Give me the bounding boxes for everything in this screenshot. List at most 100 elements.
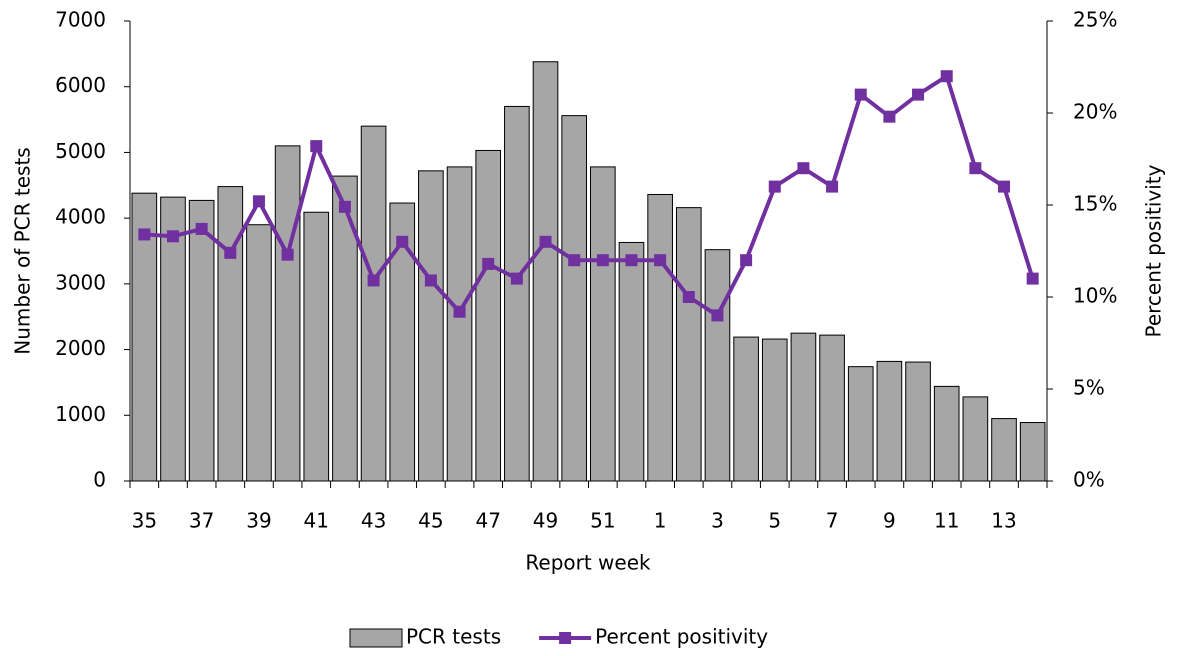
x-tick-label: 9 — [883, 509, 896, 533]
y-tick-label: 5000 — [55, 139, 106, 163]
bar — [360, 125, 387, 482]
bar — [618, 241, 645, 482]
legend-label: PCR tests — [406, 625, 501, 649]
x-tick-label: 45 — [418, 509, 443, 533]
bar — [675, 207, 702, 482]
marker — [367, 274, 380, 287]
marker — [711, 309, 724, 322]
marker — [1026, 272, 1039, 285]
marker — [453, 305, 466, 318]
marker — [281, 248, 294, 261]
bar — [761, 338, 788, 482]
bar — [647, 193, 673, 482]
x-tick-label: 5 — [768, 509, 781, 533]
bar — [876, 360, 903, 482]
marker — [424, 274, 437, 287]
x-tick-label: 1 — [654, 509, 667, 533]
marker — [166, 230, 179, 243]
marker — [396, 235, 409, 248]
x-tick-label: 41 — [304, 509, 329, 533]
x-tick-label: 43 — [361, 509, 386, 533]
x-tick-label: 7 — [826, 509, 839, 533]
y-tick-label: 7000 — [55, 8, 106, 32]
marker — [797, 162, 810, 175]
bar — [561, 115, 587, 482]
bar — [188, 199, 215, 482]
y-tick-label: 3000 — [55, 270, 106, 294]
marker — [654, 254, 667, 267]
marker — [768, 180, 781, 193]
x-tick-label: 37 — [189, 509, 214, 533]
marker — [625, 254, 638, 267]
x-axis-title: Report week — [525, 551, 651, 575]
marker — [740, 254, 753, 267]
bar — [504, 105, 530, 482]
marker — [596, 254, 609, 267]
x-tick-label: 49 — [533, 509, 558, 533]
marker — [539, 235, 552, 248]
marker — [682, 291, 695, 303]
marker — [883, 110, 896, 123]
bar — [332, 175, 358, 482]
bar — [274, 145, 301, 482]
y-tick-label: 1000 — [55, 402, 106, 426]
bar — [303, 211, 330, 482]
x-tick-label: 51 — [590, 509, 615, 533]
bar — [131, 192, 158, 482]
y-tick-label: 4000 — [55, 205, 106, 229]
bar — [446, 166, 473, 482]
bar — [532, 61, 559, 482]
bar — [819, 334, 845, 482]
y2-axis-title: Percent positivity — [1142, 164, 1166, 337]
y2-tick-label: 5% — [1073, 376, 1105, 400]
bar — [847, 366, 874, 482]
bar — [590, 166, 616, 482]
y2-tick-label: 20% — [1073, 100, 1117, 124]
bar — [905, 361, 931, 482]
x-tick-label: 3 — [711, 509, 724, 533]
marker — [854, 88, 867, 101]
bar — [246, 224, 272, 482]
y2-tick-label: 0% — [1073, 468, 1105, 492]
y2-tick-label: 10% — [1073, 284, 1117, 308]
marker — [568, 254, 581, 267]
marker — [912, 88, 925, 101]
bar — [991, 418, 1017, 482]
marker — [826, 180, 839, 193]
marker — [482, 257, 495, 270]
bar — [790, 332, 817, 482]
marker — [969, 162, 982, 175]
y-axis-title: Number of PCR tests — [11, 147, 35, 354]
y-tick-label: 2000 — [55, 336, 106, 360]
marker — [338, 200, 351, 213]
bar — [475, 149, 502, 482]
y-tick-label: 6000 — [55, 73, 106, 97]
bar — [1019, 422, 1046, 482]
legend-marker — [559, 632, 572, 644]
marker — [510, 272, 523, 285]
x-tick-label: 11 — [934, 509, 959, 533]
bar — [217, 186, 244, 482]
marker — [998, 180, 1011, 193]
marker — [940, 70, 953, 83]
marker — [224, 246, 237, 259]
bar — [418, 170, 444, 482]
y-tick-label: 0 — [93, 468, 106, 492]
x-tick-label: 47 — [475, 509, 500, 533]
marker — [138, 228, 151, 241]
marker — [252, 195, 265, 208]
bar — [962, 396, 989, 482]
marker — [310, 140, 323, 153]
bar — [933, 385, 960, 482]
x-tick-label: 39 — [246, 509, 271, 533]
y2-tick-label: 15% — [1073, 192, 1117, 216]
x-tick-label: 35 — [132, 509, 157, 533]
bar — [733, 336, 759, 482]
bar — [160, 196, 186, 482]
y2-tick-label: 25% — [1073, 8, 1117, 32]
bar — [704, 249, 731, 482]
x-tick-label: 13 — [991, 509, 1016, 533]
legend-swatch — [349, 628, 403, 648]
marker — [195, 222, 208, 235]
